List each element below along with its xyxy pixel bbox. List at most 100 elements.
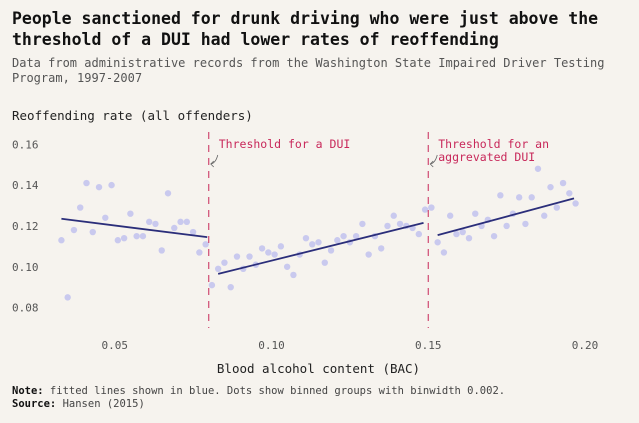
data-point — [208, 281, 216, 289]
data-point — [415, 230, 423, 238]
data-point — [572, 200, 579, 207]
data-point — [490, 232, 498, 240]
data-point — [271, 251, 278, 258]
data-point — [434, 239, 441, 246]
threshold-label: aggrevated DUI — [438, 150, 535, 164]
data-point — [145, 218, 153, 226]
data-point — [384, 222, 391, 230]
data-point — [89, 228, 96, 236]
y-tick-label: 0.12 — [12, 220, 39, 233]
data-point — [547, 183, 554, 191]
data-point — [70, 226, 78, 234]
data-point — [158, 247, 165, 254]
data-point — [515, 194, 523, 201]
data-point — [528, 194, 535, 201]
data-point — [465, 234, 473, 242]
data-point — [453, 230, 460, 238]
y-tick-label: 0.16 — [12, 138, 39, 151]
data-point — [133, 232, 140, 240]
chart-note: Note: fitted lines shown in blue. Dots s… — [12, 385, 632, 411]
data-point — [95, 183, 103, 191]
data-point — [352, 232, 360, 240]
data-point — [428, 204, 435, 211]
data-point — [315, 239, 322, 246]
data-point — [378, 245, 385, 252]
data-point — [171, 224, 178, 232]
y-tick-label: 0.08 — [12, 302, 39, 315]
scatter-chart: Threshold for a DUI Threshold for anaggre… — [12, 132, 598, 376]
data-point — [327, 247, 335, 254]
data-point — [440, 249, 448, 256]
axes: 0.08 0.10 0.12 0.14 0.16 0.05 0.10 0.15 0.20 Bloo… — [12, 138, 598, 376]
data-point — [321, 259, 328, 266]
data-point — [202, 241, 209, 248]
annotation-arrowhead — [429, 160, 434, 168]
data-point — [233, 253, 241, 260]
data-point — [64, 294, 71, 301]
data-point — [446, 212, 454, 219]
data-point — [421, 206, 429, 213]
data-points — [58, 165, 579, 301]
data-point — [227, 283, 234, 291]
data-point — [214, 265, 222, 273]
data-point — [196, 249, 203, 256]
x-axis-label: Blood alcohol content (BAC) — [217, 361, 420, 376]
chart-subtitle: Data from administrative records from th… — [12, 56, 605, 85]
x-tick-label: 0.20 — [572, 339, 599, 352]
data-point — [541, 212, 548, 219]
source-label: Source: — [12, 398, 57, 410]
threshold-lines: Threshold for a DUI Threshold for anaggre… — [208, 132, 549, 328]
data-point — [120, 234, 128, 242]
data-point — [102, 214, 109, 221]
data-point — [472, 210, 479, 217]
data-point — [309, 241, 316, 248]
x-tick-label: 0.15 — [415, 339, 442, 352]
data-point — [183, 218, 191, 226]
data-point — [534, 165, 542, 172]
threshold-label: Threshold for an — [438, 137, 549, 151]
y-tick-label: 0.14 — [12, 179, 39, 192]
data-point — [265, 249, 272, 256]
data-point — [302, 234, 310, 242]
source-text: Hansen (2015) — [56, 398, 145, 410]
data-point — [359, 220, 366, 228]
data-point — [246, 253, 253, 260]
x-tick-label: 0.10 — [258, 339, 285, 352]
data-point — [566, 190, 573, 197]
data-point — [114, 237, 122, 244]
fit-line — [217, 222, 424, 275]
data-point — [553, 204, 560, 211]
data-point — [258, 245, 266, 252]
data-point — [365, 251, 372, 258]
data-point — [83, 179, 90, 187]
data-point — [127, 210, 134, 217]
note-label: Note: — [12, 385, 44, 397]
data-point — [290, 271, 297, 279]
fit-line — [437, 197, 575, 236]
data-point — [164, 190, 172, 197]
y-tick-label: 0.10 — [12, 261, 39, 274]
data-point — [177, 218, 184, 226]
x-tick-label: 0.05 — [101, 339, 128, 352]
data-point — [503, 222, 510, 230]
data-point — [277, 243, 285, 250]
data-point — [390, 212, 397, 219]
data-point — [340, 232, 347, 240]
data-point — [221, 259, 228, 266]
data-point — [58, 237, 65, 244]
data-point — [459, 228, 466, 236]
data-point — [396, 220, 404, 228]
data-point — [77, 204, 84, 211]
data-point — [139, 232, 147, 240]
threshold-label: Threshold for a DUI — [219, 137, 351, 151]
note-text: fitted lines shown in blue. Dots show bi… — [43, 385, 506, 397]
data-point — [152, 220, 159, 228]
data-point — [283, 263, 291, 270]
fit-line — [61, 217, 208, 239]
data-point — [497, 192, 504, 199]
data-point — [108, 181, 115, 189]
chart-title: People sanctioned for drunk driving who … — [12, 9, 599, 49]
data-point — [189, 228, 197, 236]
annotation-arrowhead — [210, 160, 215, 168]
fit-lines — [61, 197, 575, 275]
